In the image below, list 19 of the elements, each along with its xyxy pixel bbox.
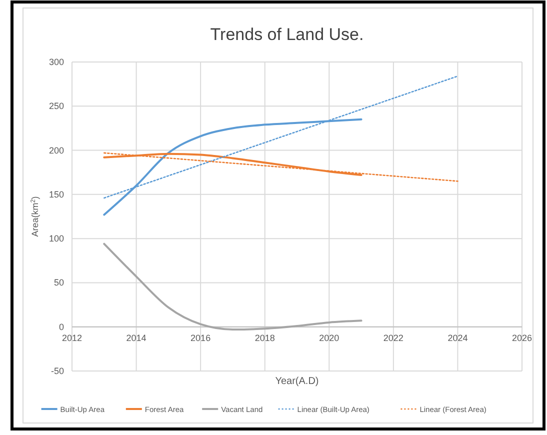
y-tick-label: -50 [50, 366, 64, 376]
chart-title: Trends of Land Use. [210, 25, 364, 44]
line-series [103, 242, 362, 331]
x-axis-title: Year(A.D) [275, 376, 319, 387]
x-tick-label: 2026 [512, 332, 532, 343]
y-tick-label: 200 [48, 145, 64, 156]
x-tick-label: 2024 [448, 332, 468, 343]
x-tick-label: 2016 [190, 332, 211, 343]
x-tick-label: 2018 [254, 332, 275, 343]
x-tick-label: 2020 [319, 332, 340, 343]
y-tick-label: 50 [54, 278, 64, 288]
y-tick-label: 150 [48, 189, 64, 200]
y-tick-label: 0 [58, 322, 64, 332]
x-tick-label: 2022 [383, 332, 404, 343]
x-tick-label: 2012 [62, 332, 82, 343]
y-tick-label: 100 [48, 234, 64, 244]
x-tick-label: 2014 [126, 332, 146, 343]
y-tick-label: 250 [48, 101, 64, 112]
y-tick-label: 300 [48, 57, 64, 67]
